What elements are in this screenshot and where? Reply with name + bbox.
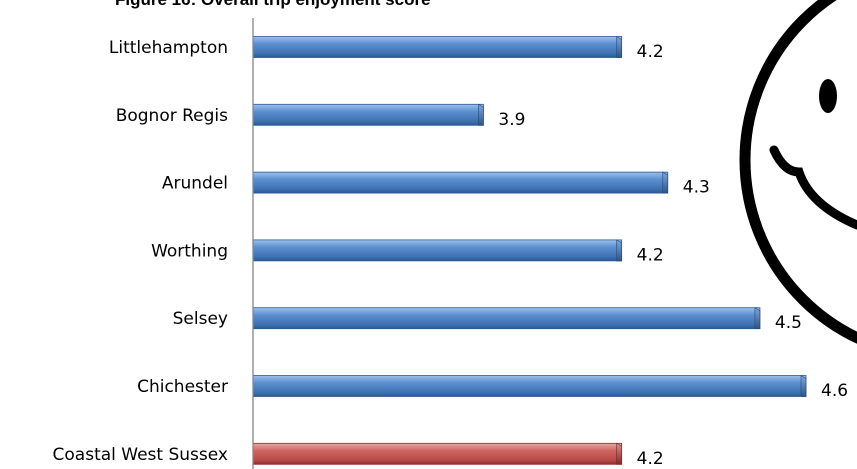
category-label: Chichester xyxy=(137,377,228,397)
bar-end-cap xyxy=(616,239,622,262)
highlight-bar xyxy=(252,442,623,465)
chart-title: Figure 16: Overall trip enjoyment score xyxy=(115,0,431,9)
value-label: 4.3 xyxy=(683,178,710,198)
bar-end-cap xyxy=(754,307,761,329)
bar-end-cap xyxy=(616,35,622,58)
category-label: Selsey xyxy=(173,309,228,329)
smiley-eye xyxy=(819,79,837,113)
category-label: Bognor Regis xyxy=(116,106,228,126)
bar-end-cap xyxy=(616,442,622,465)
value-label: 4.6 xyxy=(821,381,848,401)
value-label: 4.2 xyxy=(637,42,664,62)
value-labels: 4.2 3.9 4.3 4.2 4.5 4.6 4.2 xyxy=(498,42,848,469)
smiley-face-icon xyxy=(739,0,857,344)
smiley-mouth xyxy=(769,145,857,230)
bar xyxy=(252,307,761,330)
bars xyxy=(252,35,807,465)
category-label: Arundel xyxy=(162,174,228,194)
bar-end-cap xyxy=(662,171,669,194)
bar xyxy=(252,239,623,262)
bar xyxy=(252,103,484,126)
category-label: Littlehampton xyxy=(109,38,228,58)
value-label: 4.5 xyxy=(775,313,802,333)
bar-end-cap xyxy=(478,103,484,126)
bar xyxy=(252,375,807,397)
value-label: 4.2 xyxy=(637,449,664,469)
bar xyxy=(252,171,669,194)
category-label: Worthing xyxy=(151,241,228,261)
bar-end-cap xyxy=(800,374,807,397)
value-label: 4.2 xyxy=(637,245,664,265)
value-label: 3.9 xyxy=(498,110,525,130)
bar xyxy=(252,36,623,58)
category-label: Coastal West Sussex xyxy=(53,445,228,465)
category-labels: Littlehampton Bognor Regis Arundel Worthing… xyxy=(53,38,229,465)
